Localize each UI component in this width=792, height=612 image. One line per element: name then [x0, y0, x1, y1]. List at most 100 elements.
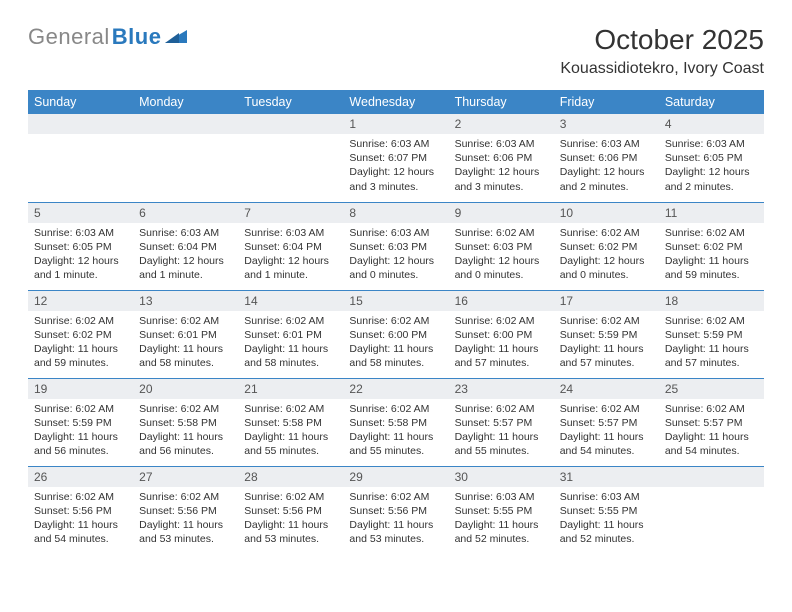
header: General Blue October 2025 Kouassidiotekr… — [28, 24, 764, 78]
weekday-header: Thursday — [449, 90, 554, 114]
sunrise-text: Sunrise: 6:02 AM — [244, 314, 337, 328]
day-details: Sunrise: 6:03 AMSunset: 6:05 PMDaylight:… — [28, 223, 133, 287]
day-number: 7 — [238, 203, 343, 223]
sunset-text: Sunset: 5:56 PM — [244, 504, 337, 518]
sunrise-text: Sunrise: 6:02 AM — [560, 226, 653, 240]
day-details: Sunrise: 6:02 AMSunset: 5:59 PMDaylight:… — [659, 311, 764, 375]
calendar-cell: 27Sunrise: 6:02 AMSunset: 5:56 PMDayligh… — [133, 466, 238, 554]
title-block: October 2025 Kouassidiotekro, Ivory Coas… — [560, 24, 764, 78]
daylight-text: Daylight: 12 hours and 1 minute. — [139, 254, 232, 282]
sunrise-text: Sunrise: 6:02 AM — [139, 402, 232, 416]
day-number: 26 — [28, 467, 133, 487]
sunrise-text: Sunrise: 6:02 AM — [665, 402, 758, 416]
daylight-text: Daylight: 12 hours and 1 minute. — [244, 254, 337, 282]
sunset-text: Sunset: 6:07 PM — [349, 151, 442, 165]
sunrise-text: Sunrise: 6:02 AM — [244, 402, 337, 416]
day-number: 25 — [659, 379, 764, 399]
sunrise-text: Sunrise: 6:02 AM — [560, 314, 653, 328]
daylight-text: Daylight: 11 hours and 57 minutes. — [560, 342, 653, 370]
sunrise-text: Sunrise: 6:03 AM — [244, 226, 337, 240]
day-number: 19 — [28, 379, 133, 399]
day-details: Sunrise: 6:02 AMSunset: 6:00 PMDaylight:… — [343, 311, 448, 375]
sunset-text: Sunset: 6:02 PM — [34, 328, 127, 342]
sunrise-text: Sunrise: 6:03 AM — [349, 137, 442, 151]
sunrise-text: Sunrise: 6:02 AM — [665, 314, 758, 328]
calendar-cell: 12Sunrise: 6:02 AMSunset: 6:02 PMDayligh… — [28, 290, 133, 378]
day-number: 30 — [449, 467, 554, 487]
sunset-text: Sunset: 5:55 PM — [455, 504, 548, 518]
sunset-text: Sunset: 5:57 PM — [560, 416, 653, 430]
day-details: Sunrise: 6:03 AMSunset: 5:55 PMDaylight:… — [554, 487, 659, 551]
day-number: 9 — [449, 203, 554, 223]
sunrise-text: Sunrise: 6:03 AM — [455, 490, 548, 504]
daylight-text: Daylight: 11 hours and 54 minutes. — [665, 430, 758, 458]
weekday-header-row: Sunday Monday Tuesday Wednesday Thursday… — [28, 90, 764, 114]
sunrise-text: Sunrise: 6:02 AM — [34, 490, 127, 504]
day-number: 8 — [343, 203, 448, 223]
month-title: October 2025 — [560, 24, 764, 56]
calendar-cell: 30 Sunrise: 6:03 AMSunset: 5:55 PMDayligh… — [449, 466, 554, 554]
daylight-text: Daylight: 12 hours and 2 minutes. — [560, 165, 653, 193]
sunrise-text: Sunrise: 6:03 AM — [349, 226, 442, 240]
sunset-text: Sunset: 5:56 PM — [349, 504, 442, 518]
day-details: Sunrise: 6:02 AMSunset: 5:58 PMDaylight:… — [343, 399, 448, 463]
day-number — [133, 114, 238, 134]
daylight-text: Daylight: 11 hours and 55 minutes. — [349, 430, 442, 458]
day-number: 16 — [449, 291, 554, 311]
day-number: 31 — [554, 467, 659, 487]
daylight-text: Daylight: 11 hours and 56 minutes. — [34, 430, 127, 458]
day-details: Sunrise: 6:03 AMSunset: 6:04 PMDaylight:… — [133, 223, 238, 287]
daylight-text: Daylight: 11 hours and 52 minutes. — [455, 518, 548, 546]
calendar-cell: 8Sunrise: 6:03 AMSunset: 6:03 PMDaylight… — [343, 202, 448, 290]
sunset-text: Sunset: 5:58 PM — [349, 416, 442, 430]
daylight-text: Daylight: 11 hours and 55 minutes. — [244, 430, 337, 458]
day-number: 24 — [554, 379, 659, 399]
day-details: Sunrise: 6:02 AMSunset: 5:56 PMDaylight:… — [28, 487, 133, 551]
day-details: Sunrise: 6:02 AMSunset: 5:56 PMDaylight:… — [343, 487, 448, 551]
day-details: Sunrise: 6:02 AMSunset: 6:02 PMDaylight:… — [659, 223, 764, 287]
day-details: Sunrise: 6:02 AMSunset: 6:00 PMDaylight:… — [449, 311, 554, 375]
calendar-cell: 25 Sunrise: 6:02 AMSunset: 5:57 PMDayligh… — [659, 378, 764, 466]
calendar-week-row: 1Sunrise: 6:03 AMSunset: 6:07 PMDaylight… — [28, 114, 764, 202]
sunset-text: Sunset: 6:04 PM — [244, 240, 337, 254]
day-details: Sunrise: 6:02 AMSunset: 6:01 PMDaylight:… — [238, 311, 343, 375]
weekday-header: Sunday — [28, 90, 133, 114]
calendar-cell: 17Sunrise: 6:02 AMSunset: 5:59 PMDayligh… — [554, 290, 659, 378]
calendar-cell: 21Sunrise: 6:02 AMSunset: 5:58 PMDayligh… — [238, 378, 343, 466]
sunset-text: Sunset: 5:57 PM — [665, 416, 758, 430]
calendar-week-row: 26Sunrise: 6:02 AMSunset: 5:56 PMDayligh… — [28, 466, 764, 554]
calendar-cell: 16Sunrise: 6:02 AMSunset: 6:00 PMDayligh… — [449, 290, 554, 378]
logo-text-blue: Blue — [112, 24, 162, 50]
daylight-text: Daylight: 11 hours and 54 minutes. — [34, 518, 127, 546]
sunrise-text: Sunrise: 6:03 AM — [455, 137, 548, 151]
calendar-cell: 22Sunrise: 6:02 AMSunset: 5:58 PMDayligh… — [343, 378, 448, 466]
sunrise-text: Sunrise: 6:02 AM — [244, 490, 337, 504]
calendar-cell: 18Sunrise: 6:02 AMSunset: 5:59 PMDayligh… — [659, 290, 764, 378]
daylight-text: Daylight: 12 hours and 0 minutes. — [349, 254, 442, 282]
day-number: 13 — [133, 291, 238, 311]
day-details: Sunrise: 6:02 AMSunset: 6:02 PMDaylight:… — [28, 311, 133, 375]
daylight-text: Daylight: 12 hours and 2 minutes. — [665, 165, 758, 193]
day-number: 22 — [343, 379, 448, 399]
calendar-body: 1Sunrise: 6:03 AMSunset: 6:07 PMDaylight… — [28, 114, 764, 554]
sunrise-text: Sunrise: 6:02 AM — [349, 402, 442, 416]
daylight-text: Daylight: 11 hours and 58 minutes. — [244, 342, 337, 370]
sunset-text: Sunset: 6:00 PM — [349, 328, 442, 342]
day-number — [28, 114, 133, 134]
sunrise-text: Sunrise: 6:02 AM — [455, 402, 548, 416]
day-number: 2 — [449, 114, 554, 134]
day-details: Sunrise: 6:03 AMSunset: 6:06 PMDaylight:… — [449, 134, 554, 198]
day-number: 27 — [133, 467, 238, 487]
daylight-text: Daylight: 11 hours and 52 minutes. — [560, 518, 653, 546]
calendar-cell: 29Sunrise: 6:02 AMSunset: 5:56 PMDayligh… — [343, 466, 448, 554]
calendar-cell: 7 Sunrise: 6:03 AMSunset: 6:04 PMDaylight… — [238, 202, 343, 290]
calendar-cell: 28Sunrise: 6:02 AMSunset: 5:56 PMDayligh… — [238, 466, 343, 554]
day-details: Sunrise: 6:02 AMSunset: 6:03 PMDaylight:… — [449, 223, 554, 287]
sunset-text: Sunset: 5:57 PM — [455, 416, 548, 430]
day-details: Sunrise: 6:02 AMSunset: 5:57 PMDaylight:… — [449, 399, 554, 463]
sunrise-text: Sunrise: 6:02 AM — [665, 226, 758, 240]
daylight-text: Daylight: 11 hours and 53 minutes. — [349, 518, 442, 546]
daylight-text: Daylight: 11 hours and 54 minutes. — [560, 430, 653, 458]
location: Kouassidiotekro, Ivory Coast — [560, 60, 764, 78]
sunrise-text: Sunrise: 6:03 AM — [560, 490, 653, 504]
